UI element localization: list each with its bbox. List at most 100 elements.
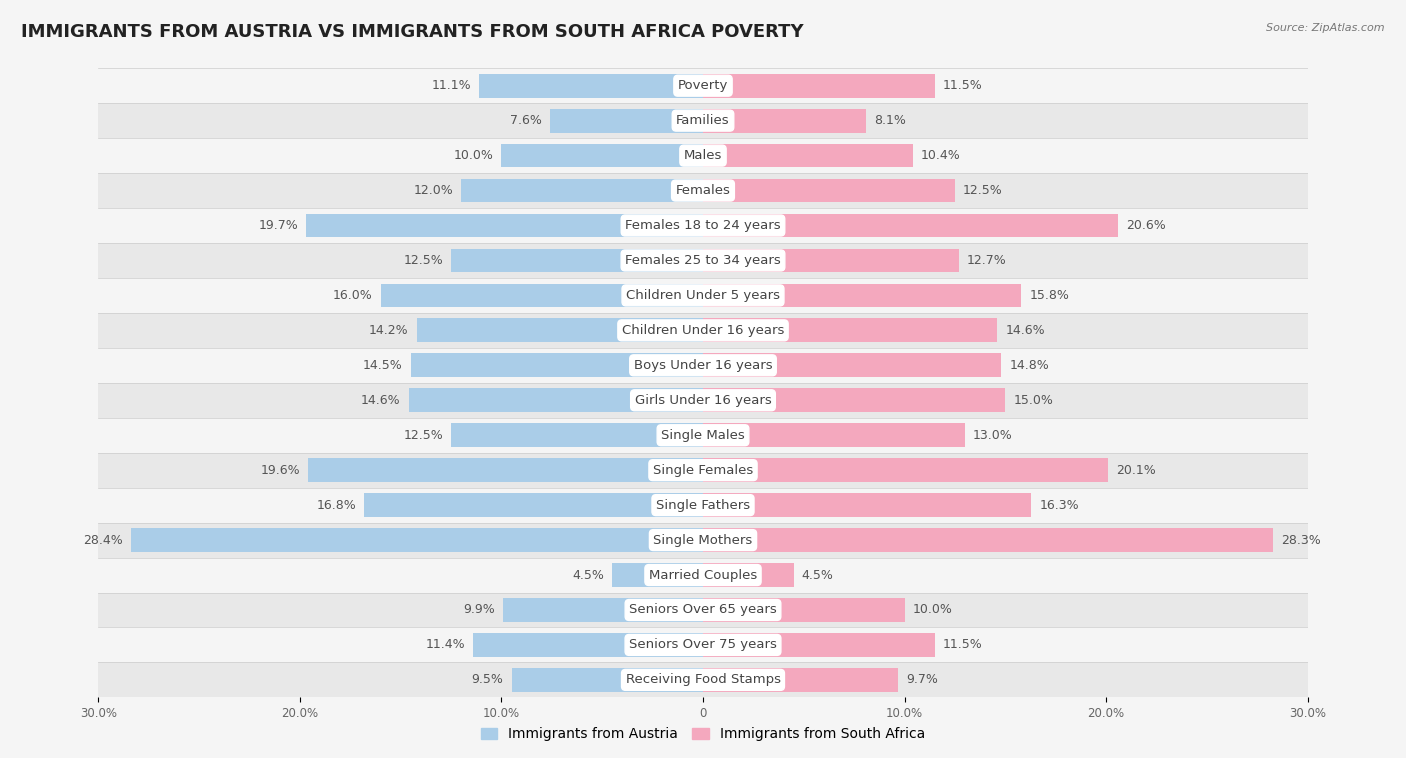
Bar bbox=[451, 249, 703, 272]
Bar bbox=[98, 243, 1308, 278]
Text: Seniors Over 65 years: Seniors Over 65 years bbox=[628, 603, 778, 616]
Bar bbox=[98, 208, 1308, 243]
Text: 28.3%: 28.3% bbox=[1281, 534, 1322, 547]
Bar bbox=[703, 353, 1001, 377]
Bar bbox=[98, 313, 1308, 348]
Text: 10.0%: 10.0% bbox=[912, 603, 952, 616]
Text: 20.6%: 20.6% bbox=[1126, 219, 1166, 232]
Text: Poverty: Poverty bbox=[678, 79, 728, 92]
Text: Single Females: Single Females bbox=[652, 464, 754, 477]
Bar bbox=[308, 459, 703, 482]
Bar bbox=[98, 348, 1308, 383]
Text: 12.5%: 12.5% bbox=[404, 429, 443, 442]
Bar bbox=[307, 214, 703, 237]
Bar bbox=[703, 179, 955, 202]
Text: Males: Males bbox=[683, 149, 723, 162]
Bar bbox=[381, 283, 703, 307]
Text: 16.8%: 16.8% bbox=[316, 499, 356, 512]
Text: Receiving Food Stamps: Receiving Food Stamps bbox=[626, 673, 780, 687]
Text: 15.8%: 15.8% bbox=[1029, 289, 1070, 302]
Bar bbox=[451, 423, 703, 447]
Bar bbox=[98, 522, 1308, 558]
Bar bbox=[98, 558, 1308, 593]
Bar bbox=[98, 487, 1308, 522]
Text: 8.1%: 8.1% bbox=[875, 114, 907, 127]
Text: Single Males: Single Males bbox=[661, 429, 745, 442]
Text: 11.4%: 11.4% bbox=[426, 638, 465, 651]
Text: IMMIGRANTS FROM AUSTRIA VS IMMIGRANTS FROM SOUTH AFRICA POVERTY: IMMIGRANTS FROM AUSTRIA VS IMMIGRANTS FR… bbox=[21, 23, 804, 41]
Bar bbox=[512, 668, 703, 692]
Text: 12.0%: 12.0% bbox=[413, 184, 453, 197]
Bar bbox=[703, 668, 898, 692]
Bar bbox=[703, 563, 793, 587]
Bar bbox=[98, 453, 1308, 487]
Text: Children Under 5 years: Children Under 5 years bbox=[626, 289, 780, 302]
Bar bbox=[411, 353, 703, 377]
Text: 9.9%: 9.9% bbox=[464, 603, 495, 616]
Bar bbox=[461, 179, 703, 202]
Bar bbox=[98, 593, 1308, 628]
Text: Single Fathers: Single Fathers bbox=[657, 499, 749, 512]
Bar bbox=[703, 598, 904, 622]
Text: 4.5%: 4.5% bbox=[572, 568, 605, 581]
Bar bbox=[98, 662, 1308, 697]
Bar bbox=[98, 418, 1308, 453]
Bar bbox=[98, 138, 1308, 173]
Text: 10.4%: 10.4% bbox=[921, 149, 960, 162]
Bar bbox=[703, 74, 935, 98]
Bar bbox=[131, 528, 703, 552]
Text: Children Under 16 years: Children Under 16 years bbox=[621, 324, 785, 337]
Text: Married Couples: Married Couples bbox=[650, 568, 756, 581]
Text: 12.5%: 12.5% bbox=[963, 184, 1002, 197]
Bar bbox=[703, 318, 997, 343]
Text: 16.3%: 16.3% bbox=[1039, 499, 1080, 512]
Bar bbox=[703, 633, 935, 657]
Text: 13.0%: 13.0% bbox=[973, 429, 1012, 442]
Text: 11.1%: 11.1% bbox=[432, 79, 471, 92]
Text: 14.2%: 14.2% bbox=[370, 324, 409, 337]
Text: 14.6%: 14.6% bbox=[361, 393, 401, 407]
Bar bbox=[703, 144, 912, 168]
Text: 14.8%: 14.8% bbox=[1010, 359, 1049, 372]
Text: 10.0%: 10.0% bbox=[454, 149, 494, 162]
Bar bbox=[703, 283, 1021, 307]
Text: 14.5%: 14.5% bbox=[363, 359, 402, 372]
Text: 14.6%: 14.6% bbox=[1005, 324, 1045, 337]
Bar bbox=[98, 628, 1308, 662]
Bar bbox=[98, 103, 1308, 138]
Text: Single Mothers: Single Mothers bbox=[654, 534, 752, 547]
Text: Girls Under 16 years: Girls Under 16 years bbox=[634, 393, 772, 407]
Bar bbox=[98, 383, 1308, 418]
Text: 9.5%: 9.5% bbox=[471, 673, 503, 687]
Text: Boys Under 16 years: Boys Under 16 years bbox=[634, 359, 772, 372]
Text: Seniors Over 75 years: Seniors Over 75 years bbox=[628, 638, 778, 651]
Text: 15.0%: 15.0% bbox=[1014, 393, 1053, 407]
Text: 4.5%: 4.5% bbox=[801, 568, 834, 581]
Bar bbox=[613, 563, 703, 587]
Text: Families: Families bbox=[676, 114, 730, 127]
Text: 7.6%: 7.6% bbox=[510, 114, 541, 127]
Text: 16.0%: 16.0% bbox=[333, 289, 373, 302]
Bar bbox=[703, 493, 1032, 517]
Bar bbox=[474, 633, 703, 657]
Bar bbox=[502, 144, 703, 168]
Bar bbox=[98, 278, 1308, 313]
Bar bbox=[703, 249, 959, 272]
Text: 20.1%: 20.1% bbox=[1116, 464, 1156, 477]
Text: Females 25 to 34 years: Females 25 to 34 years bbox=[626, 254, 780, 267]
Text: 28.4%: 28.4% bbox=[83, 534, 122, 547]
Text: 11.5%: 11.5% bbox=[943, 638, 983, 651]
Text: 12.5%: 12.5% bbox=[404, 254, 443, 267]
Bar bbox=[703, 108, 866, 133]
Text: Females: Females bbox=[675, 184, 731, 197]
Bar bbox=[703, 459, 1108, 482]
Bar bbox=[409, 388, 703, 412]
Text: 12.7%: 12.7% bbox=[967, 254, 1007, 267]
Bar bbox=[703, 528, 1274, 552]
Bar bbox=[364, 493, 703, 517]
Text: 19.6%: 19.6% bbox=[260, 464, 299, 477]
Bar bbox=[416, 318, 703, 343]
Text: Source: ZipAtlas.com: Source: ZipAtlas.com bbox=[1267, 23, 1385, 33]
Text: 9.7%: 9.7% bbox=[907, 673, 938, 687]
Text: 11.5%: 11.5% bbox=[943, 79, 983, 92]
